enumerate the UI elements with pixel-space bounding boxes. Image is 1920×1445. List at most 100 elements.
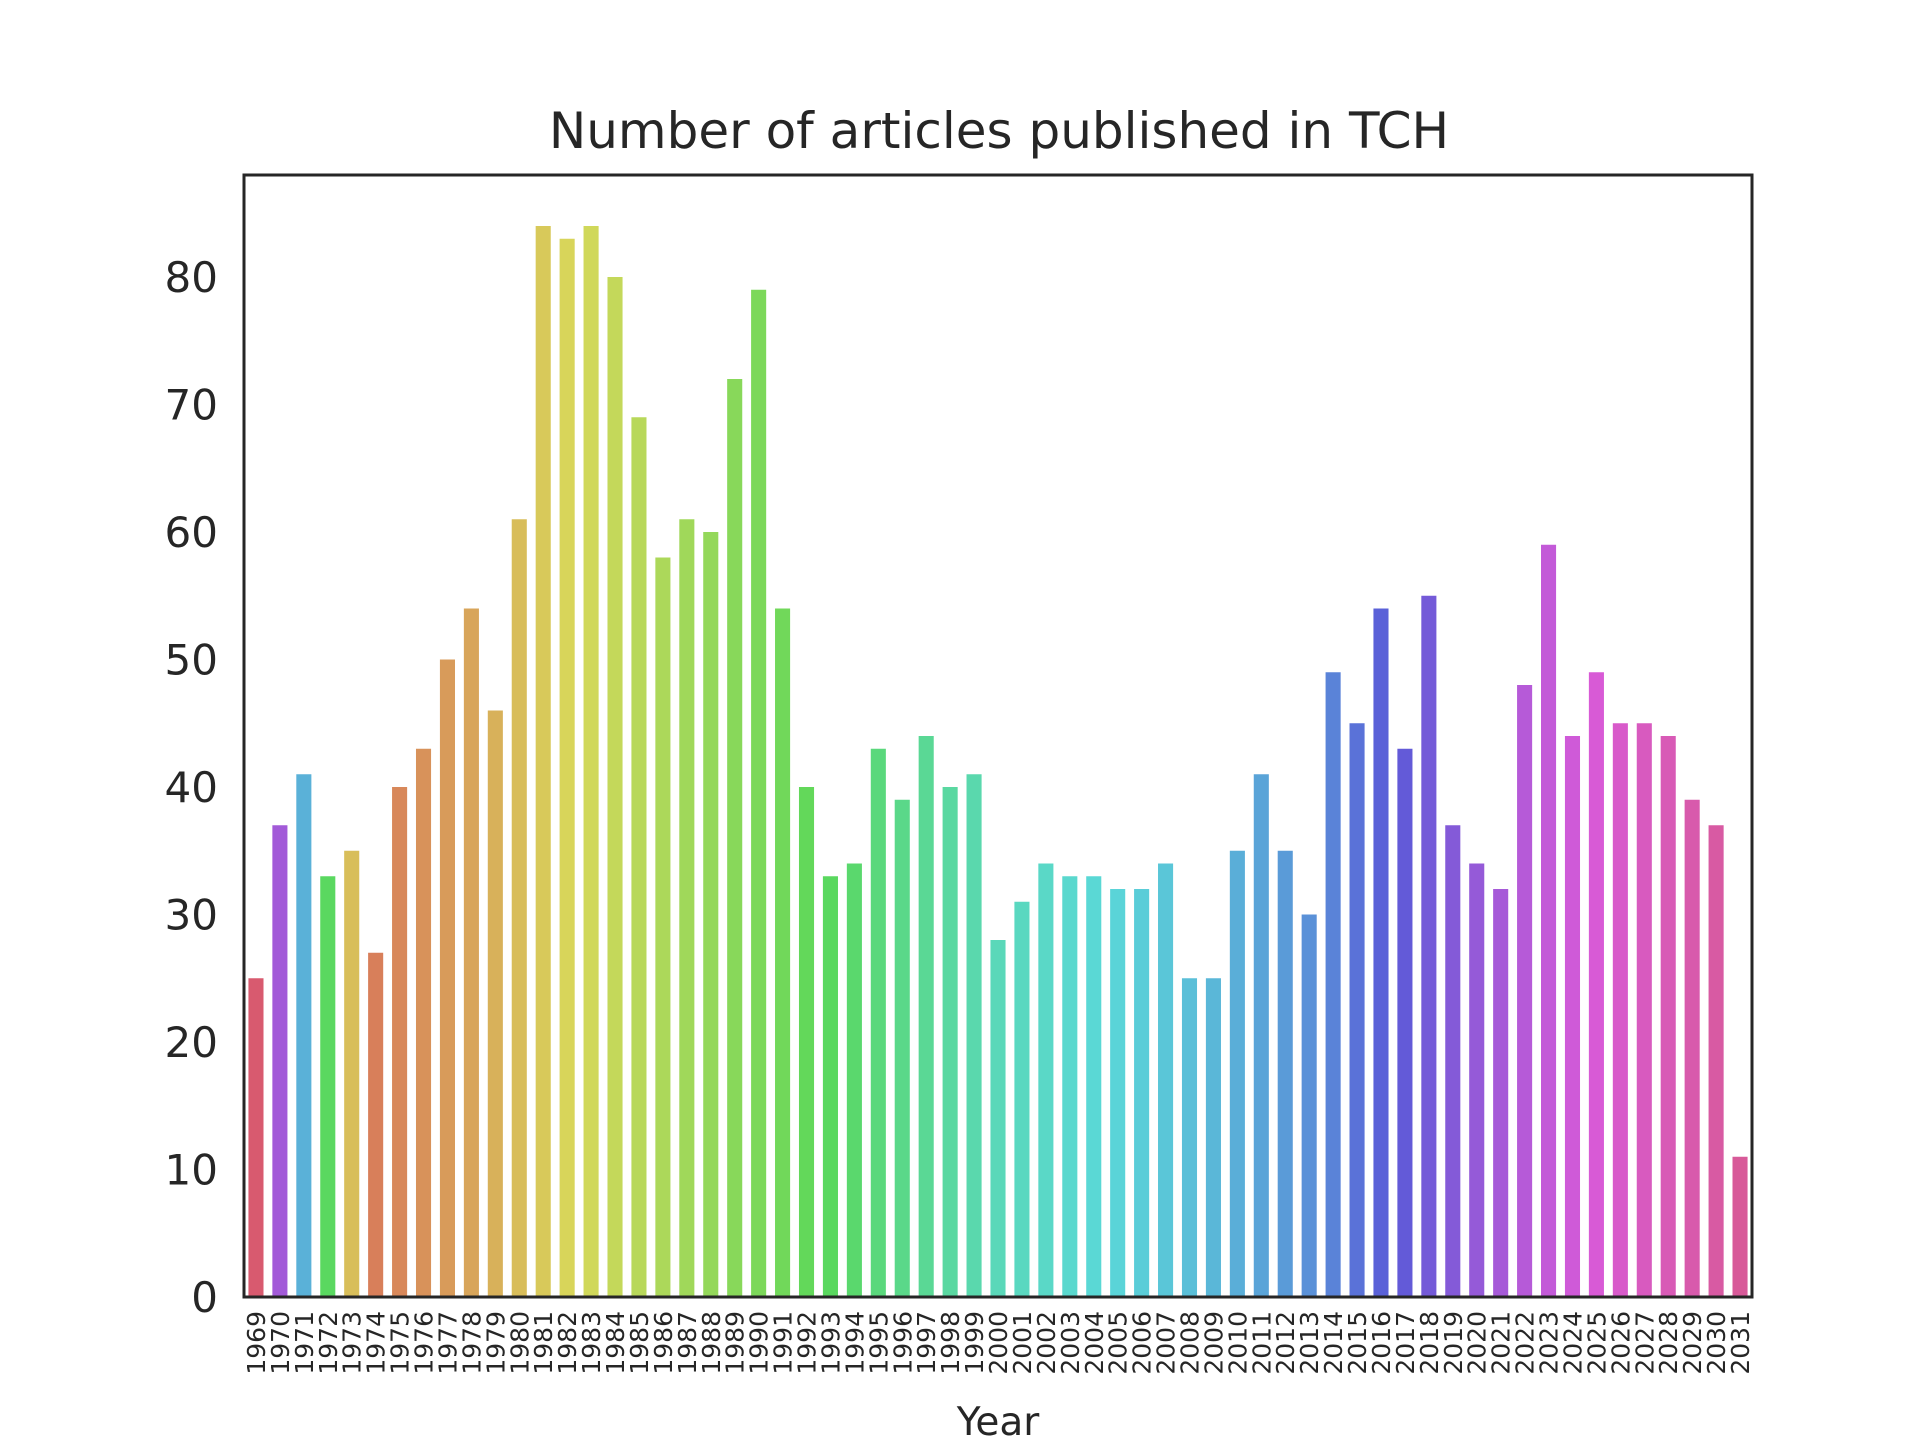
bar-1979 (487, 710, 503, 1297)
bar-2003 (1062, 876, 1078, 1297)
bar-1974 (368, 952, 384, 1297)
bar-2025 (1588, 672, 1604, 1297)
bar-1982 (559, 238, 575, 1297)
bar-1984 (607, 277, 623, 1297)
bar-2012 (1277, 850, 1293, 1297)
x-tick-label: 1990 (745, 1311, 774, 1375)
bar-2001 (1014, 901, 1030, 1297)
bar-2020 (1469, 863, 1485, 1297)
x-tick-label: 2014 (1319, 1311, 1348, 1375)
x-tick-label: 2026 (1606, 1311, 1635, 1375)
x-tick-label: 1979 (481, 1311, 510, 1375)
x-tick-label: 1986 (649, 1311, 678, 1375)
bar-2013 (1301, 914, 1317, 1297)
bar-1978 (463, 608, 479, 1297)
bar-2006 (1134, 889, 1150, 1297)
y-tick-label: 0 (191, 1273, 218, 1322)
bar-2008 (1181, 978, 1198, 1297)
bar-1998 (942, 787, 958, 1297)
x-tick-label: 2023 (1535, 1311, 1564, 1375)
x-tick-label: 2027 (1630, 1311, 1659, 1375)
x-tick-label: 2025 (1582, 1311, 1611, 1375)
x-tick-label: 2024 (1558, 1311, 1587, 1375)
x-tick-label: 1976 (410, 1311, 439, 1375)
bar-1977 (439, 659, 455, 1297)
bar-2029 (1684, 799, 1700, 1297)
x-tick-label: 2007 (1152, 1311, 1181, 1375)
y-tick-label: 50 (165, 636, 218, 685)
x-tick-label: 1982 (553, 1311, 582, 1375)
bar-2031 (1732, 1156, 1748, 1297)
bar-2021 (1493, 889, 1509, 1297)
x-tick-label: 2030 (1702, 1311, 1731, 1375)
bar-2010 (1229, 850, 1245, 1297)
x-tick-label: 1971 (290, 1311, 319, 1375)
bar-2014 (1325, 672, 1341, 1297)
bar-2023 (1541, 544, 1557, 1297)
bar-1986 (655, 557, 671, 1297)
bar-1995 (870, 748, 886, 1297)
x-tick-label: 2021 (1487, 1311, 1516, 1375)
bar-1994 (846, 863, 862, 1297)
x-tick-label: 1972 (314, 1311, 343, 1375)
x-tick-label: 2020 (1463, 1311, 1492, 1375)
bar-2024 (1564, 736, 1581, 1297)
bar-1990 (751, 289, 767, 1297)
x-tick-label: 1998 (936, 1311, 965, 1375)
y-tick-label: 30 (165, 891, 218, 940)
x-tick-label: 2001 (1008, 1311, 1037, 1375)
x-tick-label: 1985 (625, 1311, 654, 1375)
bar-2011 (1253, 774, 1269, 1297)
x-tick-label: 1970 (266, 1311, 295, 1375)
x-tick-label: 1980 (505, 1311, 534, 1375)
bar-2022 (1517, 685, 1533, 1297)
bar-1973 (344, 850, 360, 1297)
y-tick-label: 20 (165, 1018, 218, 1067)
bar-1999 (966, 774, 982, 1297)
x-tick-label: 1995 (864, 1311, 893, 1375)
bar-1969 (248, 978, 264, 1297)
x-tick-label: 2009 (1199, 1311, 1228, 1375)
x-tick-label: 2003 (1056, 1311, 1085, 1375)
bar-1980 (511, 519, 527, 1297)
bar-1993 (822, 876, 838, 1297)
bar-1992 (798, 787, 815, 1297)
bar-2017 (1397, 748, 1413, 1297)
x-tick-label: 2031 (1726, 1311, 1755, 1375)
x-tick-label: 2028 (1654, 1311, 1683, 1375)
bar-1971 (296, 774, 312, 1297)
bar-1981 (535, 226, 551, 1297)
bar-2000 (990, 940, 1006, 1297)
x-tick-label: 1997 (912, 1311, 941, 1375)
bar-1970 (272, 825, 288, 1297)
x-tick-label: 2002 (1032, 1311, 1061, 1375)
x-axis-ticks: 1969197019711972197319741975197619771978… (242, 1311, 1755, 1375)
bar-2018 (1421, 595, 1437, 1297)
x-tick-label: 2010 (1223, 1311, 1252, 1375)
x-tick-label: 2018 (1415, 1311, 1444, 1375)
y-axis-ticks: 0 10 20 30 40 50 60 70 80 (165, 253, 218, 1322)
y-tick-label: 10 (165, 1146, 218, 1195)
chart-title: Number of articles published in TCH (549, 102, 1449, 160)
x-tick-label: 1981 (529, 1311, 558, 1375)
x-tick-label: 1984 (601, 1311, 630, 1375)
bar-2005 (1110, 889, 1126, 1297)
bar-2019 (1445, 825, 1461, 1297)
x-tick-label: 1975 (386, 1311, 415, 1375)
x-tick-label: 2000 (984, 1311, 1013, 1375)
y-tick-label: 80 (165, 253, 218, 302)
bar-2002 (1038, 863, 1054, 1297)
bar-1991 (775, 608, 791, 1297)
x-tick-label: 1988 (697, 1311, 726, 1375)
bar-1972 (320, 876, 336, 1297)
bar-1983 (583, 226, 599, 1297)
x-tick-label: 2012 (1271, 1311, 1300, 1375)
x-tick-label: 1987 (673, 1311, 702, 1375)
bar-2016 (1373, 608, 1389, 1297)
bar-1996 (894, 799, 910, 1297)
x-tick-label: 2017 (1391, 1311, 1420, 1375)
x-tick-label: 2006 (1128, 1311, 1157, 1375)
x-tick-label: 2016 (1367, 1311, 1396, 1375)
bar-1997 (918, 736, 934, 1297)
